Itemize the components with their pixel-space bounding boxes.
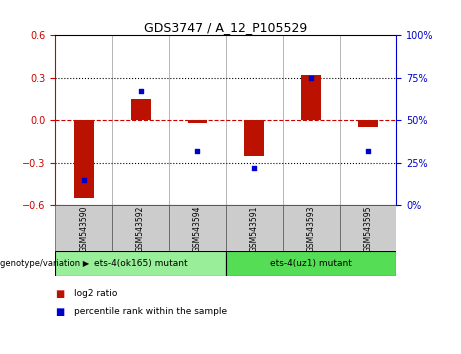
Point [307,75,315,81]
FancyBboxPatch shape [226,205,283,251]
Bar [74,120,94,198]
Title: GDS3747 / A_12_P105529: GDS3747 / A_12_P105529 [144,21,307,34]
FancyBboxPatch shape [283,205,340,251]
Point [194,148,201,154]
Text: ■: ■ [55,289,65,299]
Bar [244,120,264,156]
Bar [358,120,378,127]
FancyBboxPatch shape [226,251,396,276]
Text: ets-4(ok165) mutant: ets-4(ok165) mutant [94,259,188,268]
FancyBboxPatch shape [55,205,112,251]
Text: ets-4(uz1) mutant: ets-4(uz1) mutant [270,259,352,268]
Point [80,177,88,183]
Text: ■: ■ [55,307,65,316]
Text: GSM543594: GSM543594 [193,205,202,252]
FancyBboxPatch shape [55,251,226,276]
Text: GSM543591: GSM543591 [250,205,259,252]
Text: GSM543590: GSM543590 [79,205,88,252]
Bar [130,99,151,120]
Bar [188,120,207,123]
Bar [301,75,321,120]
FancyBboxPatch shape [169,205,226,251]
Text: GSM543593: GSM543593 [307,205,316,252]
Text: genotype/variation ▶: genotype/variation ▶ [0,259,89,268]
Text: log2 ratio: log2 ratio [74,289,117,298]
Text: GSM543592: GSM543592 [136,205,145,252]
Text: percentile rank within the sample: percentile rank within the sample [74,307,227,316]
Point [364,148,372,154]
Text: GSM543595: GSM543595 [364,205,372,252]
Point [251,165,258,171]
FancyBboxPatch shape [112,205,169,251]
FancyBboxPatch shape [340,205,396,251]
Point [137,88,144,94]
